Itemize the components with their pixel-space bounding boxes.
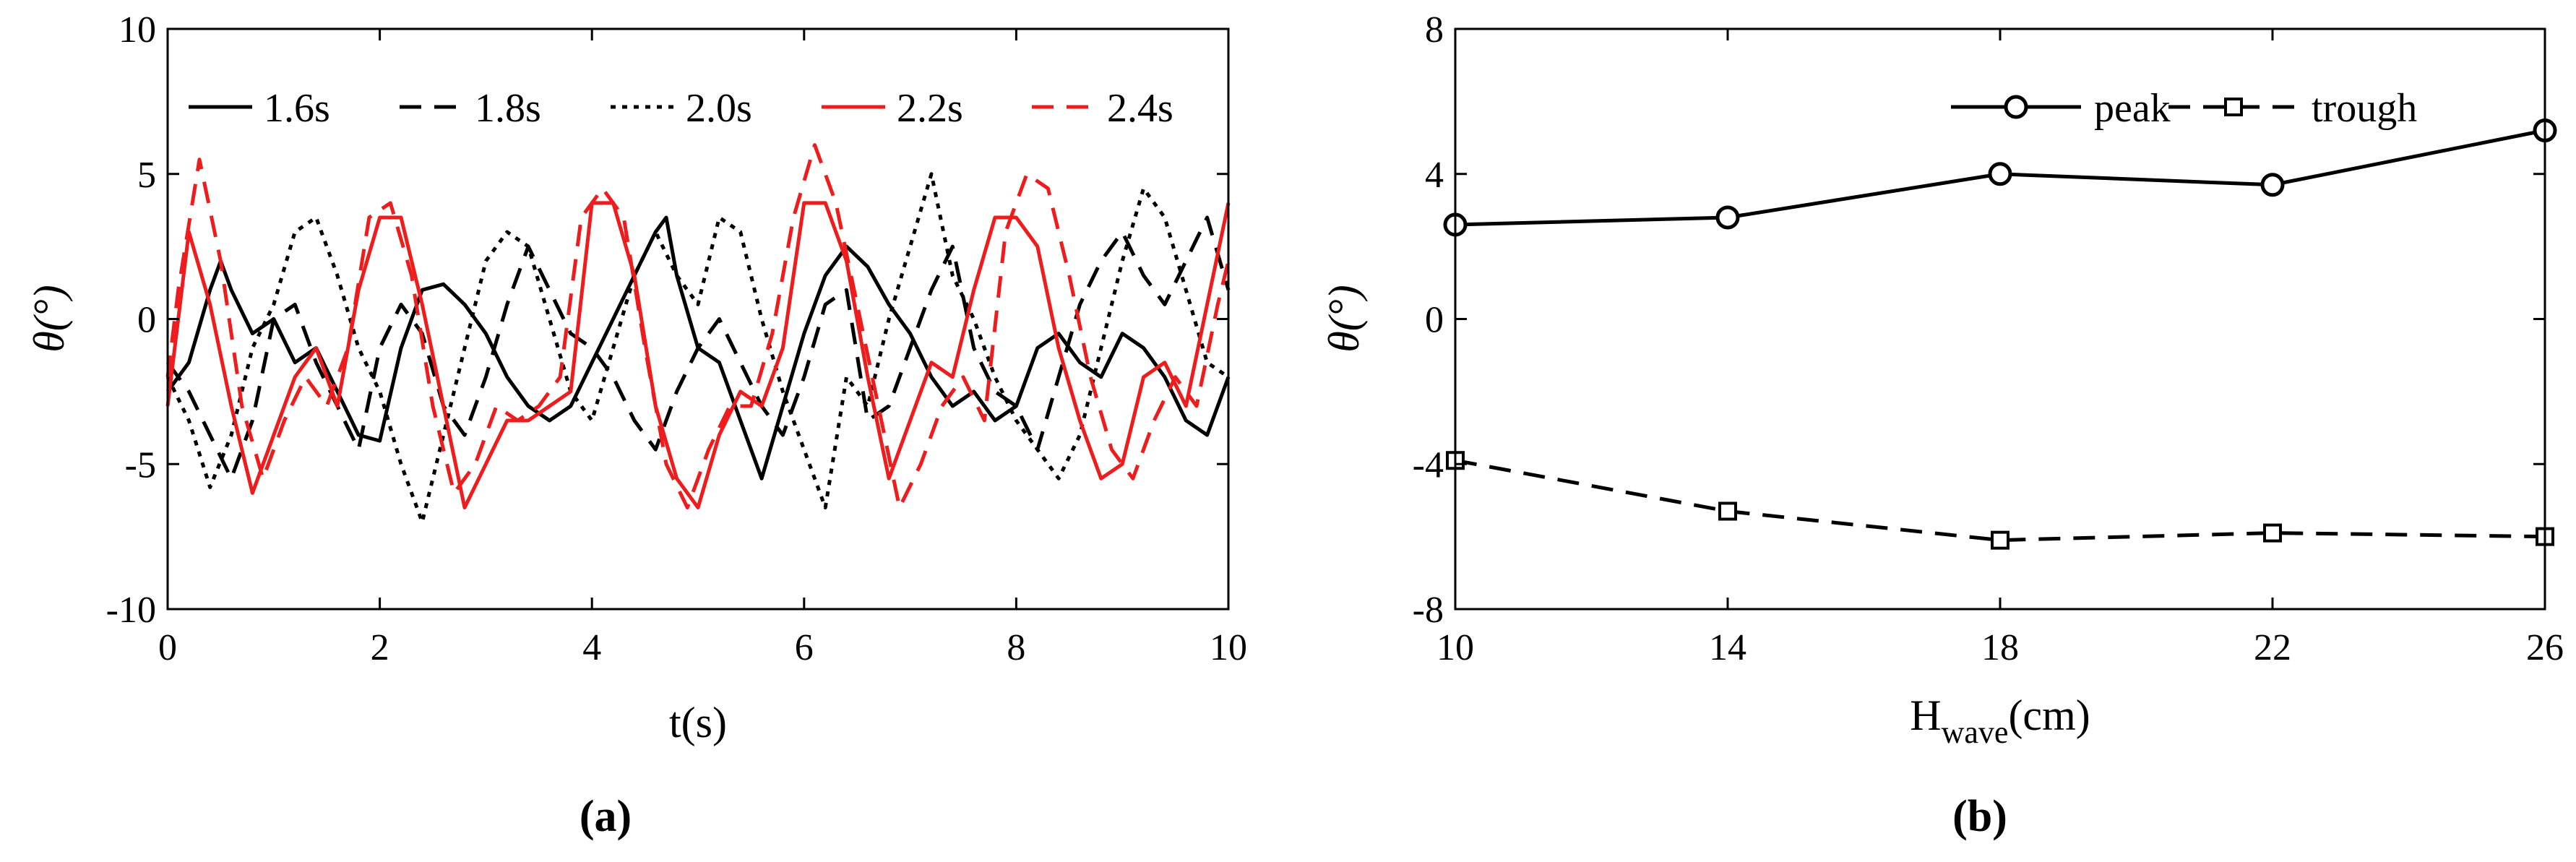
chart-a-legend-label-4: 2.4s bbox=[1107, 86, 1173, 131]
chart-a-panel-label: (a) bbox=[580, 792, 632, 841]
chart-a-series-line-3 bbox=[165, 201, 1231, 509]
chart-a-y-axis-label: θ(°) bbox=[25, 285, 73, 352]
chart-a-x-tick-label: 0 bbox=[158, 627, 177, 668]
chart-b-x-tick-label: 18 bbox=[1981, 627, 2019, 668]
chart-b-x-tick-label: 14 bbox=[1709, 627, 1746, 668]
chart-a-y-tick-label: -5 bbox=[125, 444, 156, 486]
chart-b-legend: peak trough bbox=[1951, 86, 2417, 131]
chart-b-legend-marker-peak bbox=[2004, 95, 2028, 119]
chart-b-point-trough bbox=[2263, 523, 2282, 543]
chart-a-legend-label-3: 2.2s bbox=[897, 86, 963, 131]
chart-b-ticks: 10 14 18 22 26 -8 -4 0 4 8 bbox=[1413, 9, 2564, 668]
chart-b-point-trough bbox=[1718, 501, 1737, 521]
chart-b-y-tick-label: -4 bbox=[1413, 444, 1444, 486]
chart-b: peak trough 10 14 18 22 26 -8 -4 0 4 8 Hwave(cm) θ… bbox=[1320, 9, 2564, 841]
chart-b-x-axis-label-unit: (cm) bbox=[2008, 691, 2090, 739]
chart-a-y-tick-label: 10 bbox=[119, 9, 156, 51]
chart-b-point-peak bbox=[1988, 162, 2012, 186]
chart-b-y-axis-label: θ(°) bbox=[1320, 285, 1368, 352]
chart-b-point-peak bbox=[2260, 173, 2285, 197]
chart-a-y-tick-label: 0 bbox=[137, 300, 156, 341]
chart-a: 1.6s 1.8s 2.0s 2.2s 2.4s 0 2 4 6 8 10 -10 -5 0 5 10 t(… bbox=[25, 9, 1247, 841]
chart-a-x-tick-label: 10 bbox=[1210, 627, 1247, 668]
chart-b-x-axis-label-main: H bbox=[1910, 691, 1941, 739]
chart-b-legend-label-trough: trough bbox=[2312, 86, 2417, 131]
chart-a-series-line-0 bbox=[165, 215, 1231, 480]
chart-b-y-tick-label: -8 bbox=[1413, 590, 1444, 631]
chart-a-x-tick-label: 4 bbox=[582, 627, 601, 668]
chart-a-series-line-2 bbox=[165, 172, 1230, 524]
chart-b-x-axis-label: Hwave(cm) bbox=[1910, 691, 2090, 750]
chart-b-point-peak bbox=[1715, 205, 1740, 230]
chart-b-x-tick-label: 10 bbox=[1436, 627, 1474, 668]
chart-b-series-line-trough bbox=[1455, 458, 2546, 543]
chart-a-legend-label-2: 2.0s bbox=[686, 86, 752, 131]
chart-b-x-tick-label: 22 bbox=[2254, 627, 2291, 668]
chart-a-series-line-4 bbox=[165, 143, 1231, 509]
chart-a-y-tick-label: 5 bbox=[137, 155, 156, 196]
chart-a-series-line-1 bbox=[165, 215, 1231, 480]
chart-a-ticks: 0 2 4 6 8 10 -10 -5 0 5 10 bbox=[106, 9, 1247, 668]
chart-a-series-layer bbox=[165, 143, 1231, 524]
chart-a-x-axis-label: t(s) bbox=[669, 699, 727, 746]
chart-a-x-tick-label: 8 bbox=[1007, 627, 1025, 668]
chart-b-y-tick-label: 8 bbox=[1425, 9, 1444, 51]
chart-b-panel-label: (b) bbox=[1952, 792, 2007, 841]
chart-a-legend: 1.6s 1.8s 2.0s 2.2s 2.4s bbox=[189, 86, 1173, 131]
chart-a-x-tick-label: 6 bbox=[795, 627, 814, 668]
chart-b-legend-label-peak: peak bbox=[2094, 86, 2171, 131]
chart-b-y-tick-label: 4 bbox=[1425, 155, 1444, 196]
chart-b-x-tick-label: 26 bbox=[2526, 627, 2564, 668]
chart-b-y-tick-label: 0 bbox=[1425, 300, 1444, 341]
chart-a-x-tick-label: 2 bbox=[371, 627, 389, 668]
chart-a-legend-label-1: 1.8s bbox=[475, 86, 541, 131]
chart-a-y-tick-label: -10 bbox=[106, 590, 156, 631]
chart-b-legend-marker-trough bbox=[2224, 98, 2243, 116]
chart-a-legend-label-0: 1.6s bbox=[264, 86, 330, 131]
chart-b-x-axis-label-sub: wave bbox=[1942, 715, 2009, 750]
chart-b-series-layer bbox=[1443, 118, 2557, 550]
chart-b-point-trough bbox=[1991, 530, 2009, 550]
